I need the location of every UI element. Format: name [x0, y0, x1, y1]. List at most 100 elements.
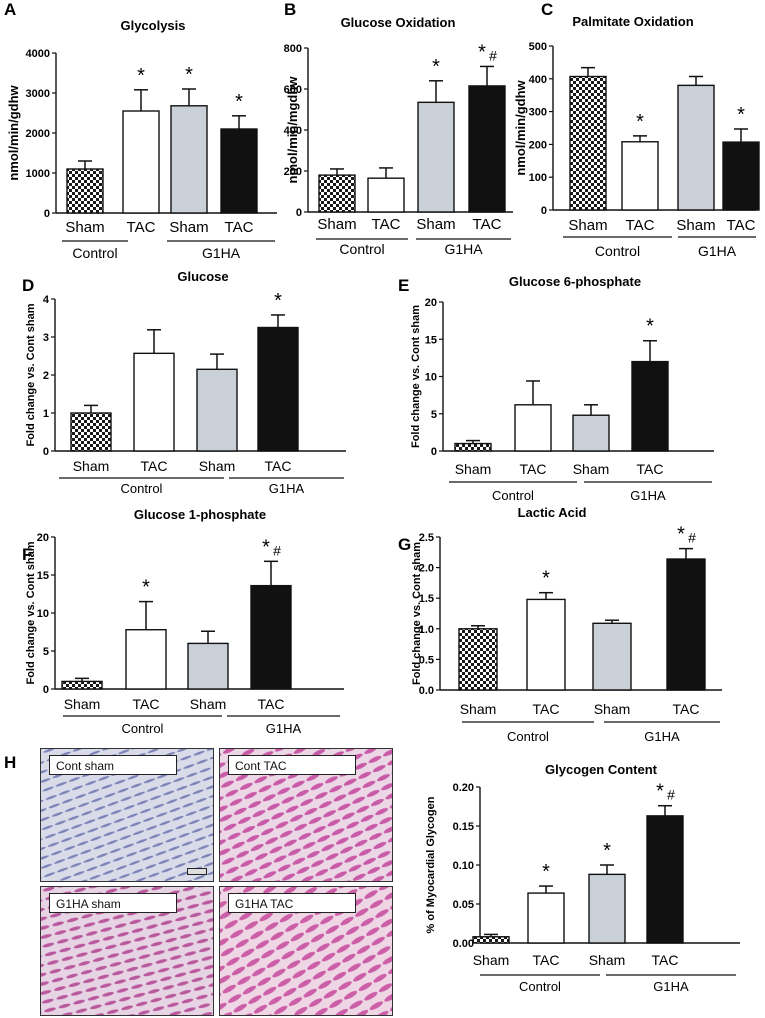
category-label: Sham	[317, 216, 356, 233]
y-tick-label: 10	[37, 608, 49, 620]
bar	[170, 105, 208, 214]
panel-letter-E: E	[398, 276, 409, 295]
bar	[572, 414, 610, 452]
y-tick-label: 600	[284, 84, 302, 96]
bar	[468, 85, 506, 213]
significance-star: *	[235, 91, 243, 113]
bar	[133, 352, 175, 452]
category-label: Sham	[460, 701, 497, 717]
bar	[677, 84, 715, 211]
y-tick-label: 200	[284, 166, 302, 178]
category-label: TAC	[727, 217, 756, 234]
bar	[454, 442, 492, 452]
bar	[588, 873, 626, 944]
significance-star: *	[262, 536, 270, 558]
y-tick-label: 10	[425, 372, 437, 384]
y-axis-label: Fold change vs. Cont sham	[411, 542, 423, 685]
y-tick-label: 0.5	[419, 654, 434, 666]
category-label: Sham	[416, 216, 455, 233]
bar	[70, 412, 112, 452]
bar	[367, 177, 405, 213]
group-label: Control	[519, 979, 561, 994]
significance-hash: #	[489, 47, 497, 63]
bar	[417, 101, 455, 213]
y-tick-label: 1.0	[419, 624, 434, 636]
bar	[125, 629, 167, 690]
group-label: G1HA	[644, 729, 680, 744]
significance-star: *	[656, 781, 664, 803]
y-tick-label: 0.20	[453, 782, 474, 794]
y-tick-label: 0	[43, 684, 49, 696]
category-label: TAC	[673, 701, 700, 717]
y-tick-label: 20	[425, 297, 437, 309]
y-tick-label: 0	[431, 446, 437, 458]
y-tick-label: 0.0	[419, 685, 434, 697]
y-tick-label: 5	[431, 409, 437, 421]
significance-star: *	[646, 316, 654, 338]
bar	[122, 110, 160, 214]
significance-hash: #	[667, 787, 675, 803]
bar	[187, 642, 229, 690]
y-axis-label: Fold change vs. Cont sham	[25, 541, 37, 684]
micrograph-cont-sham: Cont sham	[40, 748, 214, 882]
y-tick-label: 1000	[26, 168, 50, 180]
chart-title: Glucose	[177, 269, 228, 284]
y-tick-label: 3	[43, 332, 49, 344]
bar	[592, 622, 632, 691]
bar	[458, 628, 498, 691]
category-label: TAC	[652, 952, 679, 968]
y-axis-label: nmol/min/gdhw	[6, 84, 21, 180]
y-tick-label: 400	[529, 74, 547, 86]
category-label: TAC	[265, 458, 292, 474]
bar	[514, 404, 552, 452]
category-label: TAC	[225, 219, 254, 236]
category-label: Sham	[455, 461, 492, 477]
category-label: Sham	[594, 701, 631, 717]
significance-star: *	[185, 64, 193, 86]
y-tick-label: 20	[37, 532, 49, 544]
micrograph-label: Cont sham	[49, 755, 177, 775]
category-label: TAC	[141, 458, 168, 474]
significance-star: *	[432, 56, 440, 78]
y-tick-label: 0	[44, 208, 50, 220]
y-tick-label: 300	[529, 107, 547, 119]
y-tick-label: 400	[284, 125, 302, 137]
y-tick-label: 5	[43, 646, 49, 658]
significance-star: *	[603, 840, 611, 862]
micrograph-label: G1HA sham	[49, 893, 177, 913]
y-tick-label: 800	[284, 43, 302, 55]
bar	[66, 168, 104, 214]
panel-letter-A: A	[4, 0, 16, 19]
group-label: Control	[122, 721, 164, 736]
category-label: Sham	[65, 219, 104, 236]
y-axis-label: nmol/min/mgdhw	[285, 76, 300, 184]
bar	[527, 892, 565, 944]
y-axis-label: % of Myocardial Glycogen	[425, 796, 437, 933]
bar	[631, 360, 669, 452]
bar	[220, 128, 258, 214]
bar	[257, 326, 299, 452]
significance-star: *	[677, 524, 685, 546]
panel-letter-F: F	[22, 545, 32, 564]
group-label: G1HA	[698, 243, 737, 259]
y-tick-label: 0	[296, 207, 302, 219]
chart-title: Glucose Oxidation	[341, 15, 456, 30]
category-label: TAC	[127, 219, 156, 236]
category-label: Sham	[589, 952, 626, 968]
bar	[569, 75, 607, 211]
group-label: G1HA	[630, 488, 666, 503]
bar	[722, 141, 760, 211]
y-tick-label: 2.0	[419, 563, 434, 575]
y-tick-label: 0.00	[453, 938, 474, 950]
bar	[526, 598, 566, 691]
y-tick-label: 4	[43, 294, 50, 306]
bar	[621, 141, 659, 211]
significance-star: *	[137, 65, 145, 87]
significance-hash: #	[688, 530, 696, 546]
category-label: TAC	[533, 952, 560, 968]
group-label: G1HA	[266, 721, 302, 736]
significance-star: *	[737, 104, 745, 126]
micrograph-label: G1HA TAC	[228, 893, 356, 913]
micrograph-cont-tac: Cont TAC	[219, 748, 393, 882]
category-label: Sham	[573, 461, 610, 477]
